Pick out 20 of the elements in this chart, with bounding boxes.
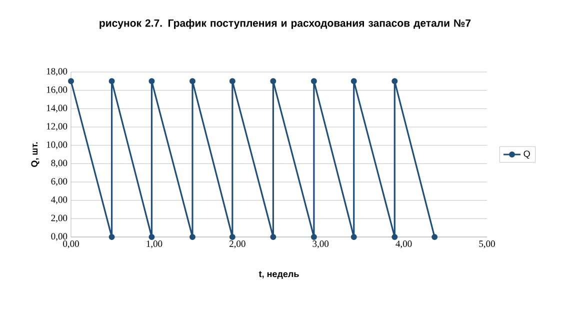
y-axis-title: Q, шт. bbox=[31, 142, 40, 167]
y-tick-label: 14,00 bbox=[46, 104, 68, 113]
y-tick-label: 16,00 bbox=[46, 86, 68, 94]
x-tick-label: 0,00 bbox=[63, 240, 79, 248]
x-tick-label: 3,00 bbox=[312, 240, 329, 248]
y-tick-label: 10,00 bbox=[46, 141, 68, 150]
chart-title: рисунок 2.7. График поступления и расходования запасов детали №7 bbox=[100, 19, 471, 29]
x-axis-title: t, недель bbox=[258, 271, 299, 279]
x-tick-label: 5,00 bbox=[479, 240, 495, 248]
y-tick-label: 12,00 bbox=[46, 123, 68, 131]
y-tick-label: 18,00 bbox=[46, 68, 68, 76]
x-tick-label: 4,00 bbox=[396, 240, 412, 248]
y-tick-label: 8,00 bbox=[51, 160, 68, 168]
y-tick-label: 4,00 bbox=[51, 196, 68, 204]
x-tick-label: 2,00 bbox=[230, 240, 246, 248]
y-tick-label: 2,00 bbox=[51, 214, 68, 223]
x-tick-label: 1,00 bbox=[146, 240, 162, 248]
legend-label: Q bbox=[524, 150, 530, 159]
y-tick-label: 0,00 bbox=[51, 233, 68, 241]
y-tick-label: 6,00 bbox=[51, 178, 68, 186]
